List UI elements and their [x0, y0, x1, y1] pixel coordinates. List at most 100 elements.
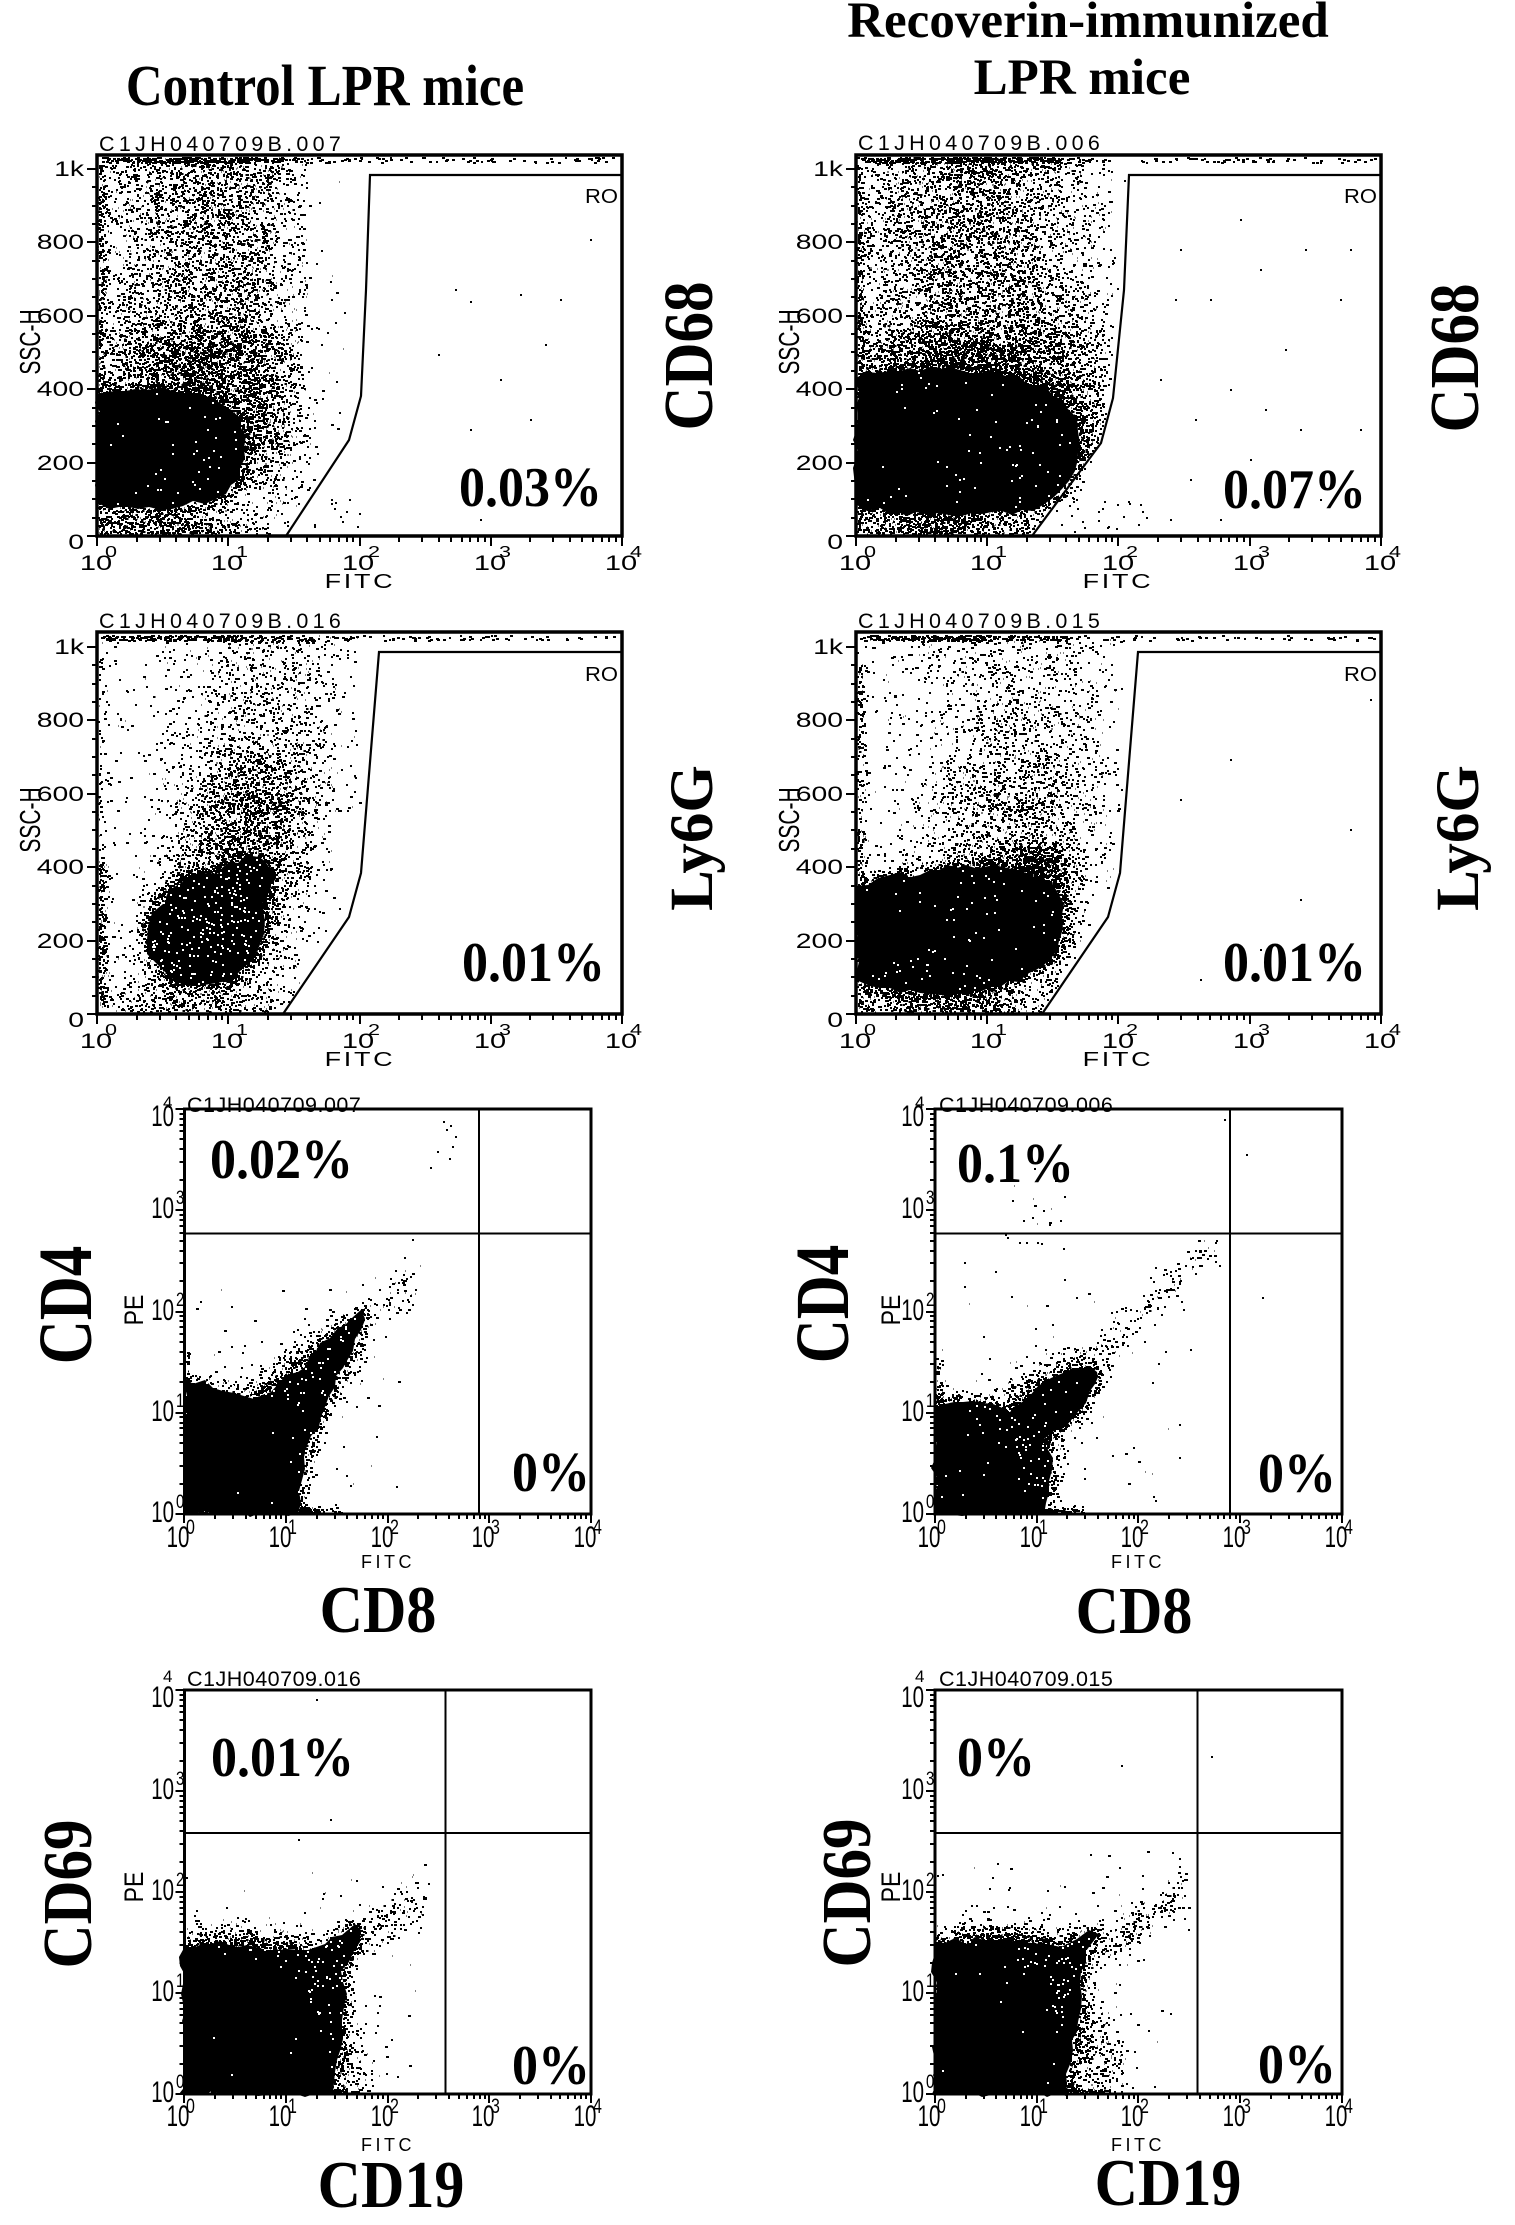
- svg-text:CD68: CD68: [1416, 283, 1494, 432]
- svg-text:10: 10: [474, 551, 506, 575]
- svg-text:10: 10: [918, 1521, 941, 1554]
- svg-text:2: 2: [390, 1515, 399, 1539]
- svg-text:10: 10: [269, 1521, 292, 1554]
- svg-text:C1JH040709.006: C1JH040709.006: [939, 1093, 1113, 1117]
- svg-text:C1JH040709B.006: C1JH040709B.006: [858, 131, 1104, 155]
- svg-text:10: 10: [1325, 1521, 1348, 1554]
- svg-text:RO: RO: [585, 664, 618, 686]
- svg-text:1k: 1k: [813, 157, 844, 181]
- svg-text:C1JH040709B.015: C1JH040709B.015: [858, 609, 1104, 633]
- svg-text:10: 10: [605, 551, 637, 575]
- svg-text:CD8: CD8: [320, 1572, 437, 1647]
- svg-text:10: 10: [371, 2100, 394, 2133]
- svg-text:10: 10: [211, 551, 243, 575]
- svg-text:10: 10: [901, 1681, 924, 1714]
- svg-text:10: 10: [1121, 1521, 1144, 1554]
- svg-text:C1JH040709.015: C1JH040709.015: [939, 1667, 1113, 1691]
- svg-text:0: 0: [926, 1490, 934, 1512]
- svg-text:200: 200: [37, 451, 84, 475]
- svg-text:0: 0: [827, 530, 843, 554]
- svg-text:SSC-H: SSC-H: [15, 787, 47, 852]
- svg-text:0: 0: [68, 530, 84, 554]
- svg-text:1: 1: [236, 544, 248, 562]
- svg-text:1: 1: [995, 544, 1007, 562]
- svg-text:10: 10: [839, 551, 871, 575]
- svg-text:10: 10: [901, 1773, 924, 1806]
- svg-text:PE: PE: [121, 1872, 150, 1903]
- svg-text:C1JH040709B.016: C1JH040709B.016: [99, 609, 345, 633]
- svg-text:10: 10: [1325, 2100, 1348, 2133]
- svg-text:4: 4: [915, 1667, 924, 1686]
- svg-text:Recoverin-immunized: Recoverin-immunized: [847, 0, 1329, 49]
- svg-text:600: 600: [796, 304, 843, 328]
- svg-text:400: 400: [796, 377, 843, 401]
- svg-text:SSC-H: SSC-H: [774, 787, 806, 852]
- svg-text:Ly6G: Ly6G: [1425, 765, 1492, 911]
- svg-text:0: 0: [827, 1008, 843, 1032]
- svg-text:1k: 1k: [813, 635, 844, 659]
- svg-text:2: 2: [1126, 544, 1138, 562]
- svg-text:0.07%: 0.07%: [1223, 458, 1366, 520]
- svg-text:10: 10: [151, 1773, 174, 1806]
- svg-text:0%: 0%: [957, 1726, 1035, 1788]
- svg-text:1: 1: [236, 1022, 248, 1040]
- svg-text:FITC: FITC: [1111, 1552, 1165, 1572]
- svg-text:FITC: FITC: [361, 1552, 415, 1572]
- svg-text:10: 10: [151, 1100, 174, 1133]
- svg-text:FITC: FITC: [1083, 1048, 1154, 1071]
- svg-text:400: 400: [796, 855, 843, 879]
- svg-text:400: 400: [37, 377, 84, 401]
- svg-text:800: 800: [796, 708, 843, 732]
- svg-text:RO: RO: [1344, 186, 1377, 208]
- svg-text:1: 1: [995, 1022, 1007, 1040]
- svg-text:4: 4: [630, 544, 643, 562]
- svg-text:600: 600: [796, 782, 843, 806]
- svg-text:10: 10: [1233, 551, 1265, 575]
- svg-text:CD69: CD69: [808, 1818, 886, 1967]
- svg-text:4: 4: [593, 1515, 602, 1539]
- svg-text:0%: 0%: [1258, 2033, 1336, 2095]
- svg-text:10: 10: [151, 1294, 174, 1327]
- svg-text:10: 10: [474, 1029, 506, 1053]
- svg-text:1: 1: [926, 1969, 934, 1991]
- svg-text:3: 3: [926, 1767, 934, 1789]
- svg-text:3: 3: [499, 1022, 511, 1040]
- svg-text:0.02%: 0.02%: [210, 1128, 353, 1190]
- svg-text:CD4: CD4: [780, 1245, 865, 1364]
- svg-text:600: 600: [37, 782, 84, 806]
- svg-text:1: 1: [176, 1389, 184, 1411]
- svg-text:10: 10: [1020, 1521, 1043, 1554]
- svg-text:10: 10: [167, 2100, 190, 2133]
- svg-text:10: 10: [918, 2100, 941, 2133]
- svg-text:FITC: FITC: [325, 570, 396, 593]
- svg-text:CD4: CD4: [23, 1246, 108, 1365]
- svg-text:2: 2: [368, 1022, 380, 1040]
- svg-text:10: 10: [901, 1192, 924, 1225]
- svg-text:10: 10: [901, 1874, 924, 1907]
- svg-text:CD19: CD19: [318, 2147, 465, 2220]
- svg-text:10: 10: [1102, 551, 1134, 575]
- svg-text:10: 10: [1020, 2100, 1043, 2133]
- svg-text:0.01%: 0.01%: [211, 1726, 354, 1788]
- svg-text:600: 600: [37, 304, 84, 328]
- svg-text:2: 2: [926, 1288, 934, 1310]
- svg-text:0: 0: [864, 544, 876, 562]
- svg-text:10: 10: [151, 2076, 174, 2109]
- svg-text:200: 200: [37, 929, 84, 953]
- svg-text:FITC: FITC: [325, 1048, 396, 1071]
- svg-text:1k: 1k: [54, 157, 85, 181]
- svg-text:0%: 0%: [1258, 1442, 1336, 1504]
- svg-text:0%: 0%: [512, 2034, 590, 2096]
- svg-text:10: 10: [901, 1975, 924, 2008]
- svg-text:4: 4: [630, 1022, 643, 1040]
- svg-text:800: 800: [796, 230, 843, 254]
- svg-text:2: 2: [1140, 1515, 1149, 1539]
- svg-text:4: 4: [1389, 1022, 1402, 1040]
- svg-text:3: 3: [491, 1515, 500, 1539]
- svg-text:FITC: FITC: [361, 2135, 415, 2155]
- svg-text:4: 4: [1344, 2094, 1353, 2118]
- svg-text:4: 4: [163, 1667, 172, 1686]
- svg-text:800: 800: [37, 708, 84, 732]
- svg-text:10: 10: [970, 551, 1002, 575]
- svg-text:10: 10: [1364, 551, 1396, 575]
